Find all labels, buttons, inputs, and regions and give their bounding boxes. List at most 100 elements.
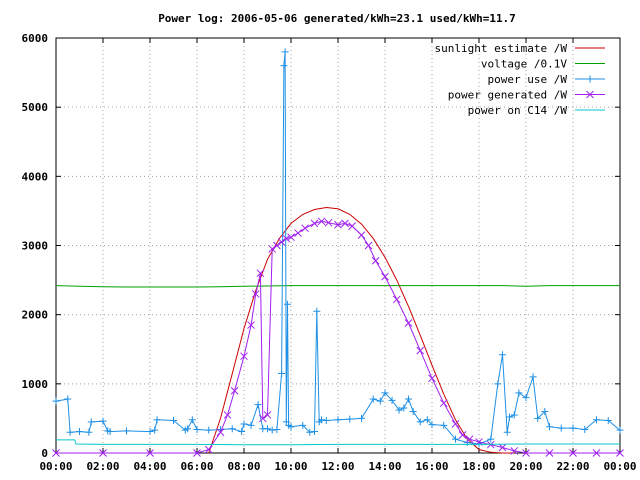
data-point xyxy=(99,449,107,457)
series-1 xyxy=(55,285,620,288)
data-point xyxy=(85,428,93,436)
data-point xyxy=(371,256,380,265)
axes xyxy=(55,37,621,454)
data-point xyxy=(52,449,60,457)
data-point xyxy=(277,238,286,246)
data-point xyxy=(616,426,624,434)
data-point xyxy=(463,439,471,447)
data-point xyxy=(405,395,412,403)
data-point xyxy=(287,233,295,242)
data-point xyxy=(569,424,577,432)
x-tick-label: 16:00 xyxy=(415,460,448,473)
data-point xyxy=(616,449,624,457)
series-line xyxy=(55,285,620,288)
x-tick-label: 18:00 xyxy=(462,460,495,473)
y-tick-label: 3000 xyxy=(22,240,49,253)
data-point xyxy=(451,420,460,428)
series-lines xyxy=(52,48,624,457)
data-point xyxy=(515,389,523,397)
data-point xyxy=(64,395,72,403)
data-point xyxy=(499,351,506,359)
data-point xyxy=(223,411,232,419)
tick-labels: 00:00 02:00 04:00 06:00 08:00 10:00 12:00 14:00… xyxy=(22,32,637,473)
y-tick-label: 2000 xyxy=(22,309,49,322)
data-point xyxy=(592,449,601,457)
data-point xyxy=(153,416,161,424)
y-tick-label: 0 xyxy=(41,447,48,460)
data-point xyxy=(395,406,403,414)
series-3 xyxy=(52,217,624,457)
x-tick-label: 10:00 xyxy=(274,460,307,473)
data-point xyxy=(264,425,271,433)
data-point xyxy=(268,245,277,253)
data-point xyxy=(228,425,236,433)
data-point xyxy=(205,426,213,434)
plot-border xyxy=(55,37,621,454)
data-point xyxy=(282,234,291,243)
data-point xyxy=(388,396,396,404)
data-point xyxy=(322,416,330,424)
data-point xyxy=(404,319,413,327)
data-point xyxy=(247,421,255,429)
x-tick-label: 00:00 xyxy=(603,460,636,473)
data-point xyxy=(392,295,401,304)
data-point xyxy=(452,435,459,443)
data-point xyxy=(529,373,537,381)
data-point xyxy=(66,428,74,436)
data-point xyxy=(240,352,248,361)
series-0 xyxy=(208,206,515,454)
data-point xyxy=(534,414,542,422)
data-point xyxy=(439,399,448,408)
data-point xyxy=(240,420,248,428)
data-point xyxy=(400,404,408,412)
series-line xyxy=(56,439,620,446)
data-point xyxy=(604,416,612,424)
data-point xyxy=(376,397,384,405)
legend-marker xyxy=(586,90,594,99)
data-point xyxy=(193,425,201,433)
data-point xyxy=(301,224,309,233)
legend-label: power generated /W xyxy=(448,89,568,102)
legend-label: power use /W xyxy=(488,73,568,86)
data-point xyxy=(593,416,600,424)
series-4 xyxy=(56,439,620,446)
data-point xyxy=(188,416,196,424)
data-point xyxy=(263,411,272,419)
data-point xyxy=(364,241,373,250)
data-point xyxy=(346,415,354,423)
data-point xyxy=(193,449,201,457)
data-point xyxy=(324,218,333,227)
data-point xyxy=(510,411,518,419)
data-point xyxy=(254,401,262,409)
data-point xyxy=(498,443,507,452)
data-point xyxy=(258,414,267,423)
legend-label: power on C14 /W xyxy=(468,104,568,117)
data-point xyxy=(428,374,436,383)
x-tick-label: 20:00 xyxy=(509,460,542,473)
y-tick-label: 1000 xyxy=(22,378,49,391)
x-tick-label: 14:00 xyxy=(368,460,401,473)
data-point xyxy=(440,421,448,429)
y-tick-label: 5000 xyxy=(22,101,49,114)
y-tick-label: 6000 xyxy=(22,32,49,45)
legend-label: voltage /0.1V xyxy=(481,58,567,71)
data-point xyxy=(522,449,530,457)
data-point xyxy=(416,418,424,426)
chart-title: Power log: 2006-05-06 generated/kWh=23.1… xyxy=(158,12,516,25)
data-point xyxy=(381,389,389,397)
data-point xyxy=(510,447,519,455)
data-point xyxy=(546,423,553,431)
data-point xyxy=(334,220,342,229)
data-point xyxy=(494,380,502,388)
x-tick-label: 12:00 xyxy=(321,460,354,473)
data-point xyxy=(506,413,514,421)
data-point xyxy=(170,416,177,424)
data-point xyxy=(99,417,107,425)
data-point xyxy=(299,421,307,429)
data-point xyxy=(238,428,246,436)
data-point xyxy=(423,416,431,424)
data-point xyxy=(313,307,321,315)
data-point xyxy=(541,408,549,415)
data-point xyxy=(204,445,213,454)
